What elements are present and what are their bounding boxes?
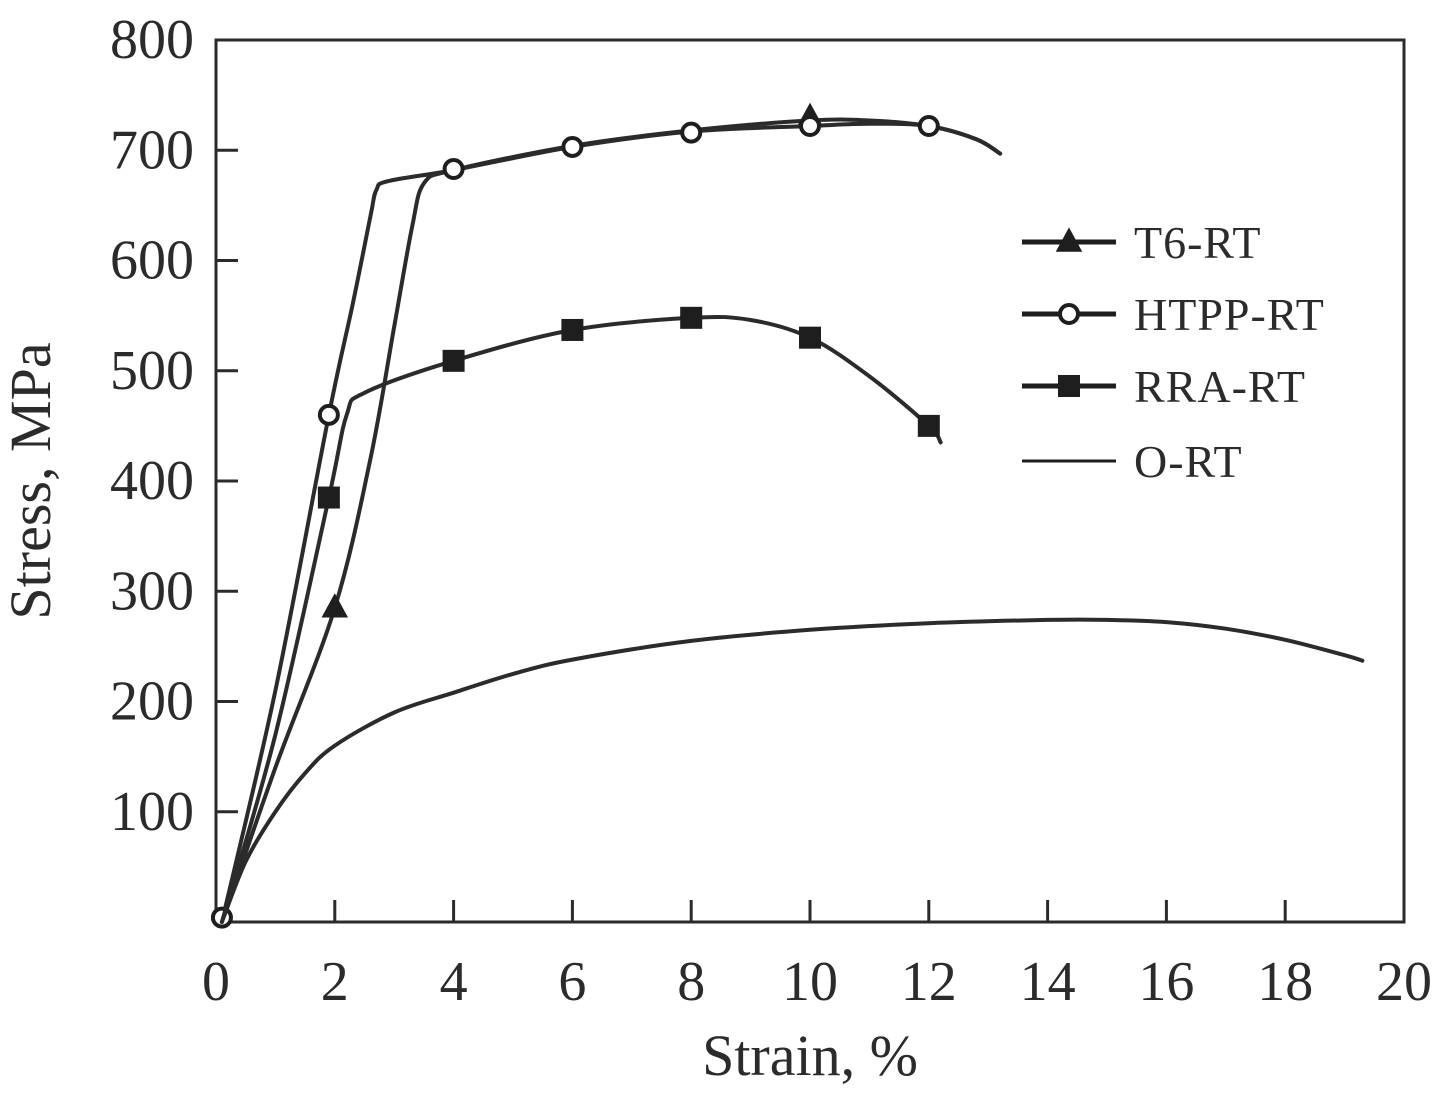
y-axis-title: Stress, MPa	[0, 342, 63, 619]
x-tick-label: 10	[782, 951, 838, 1013]
point-rra-rt	[561, 318, 584, 341]
x-tick-label: 0	[202, 951, 230, 1013]
point-htpp-rt	[799, 114, 821, 137]
x-tick-label: 12	[901, 951, 957, 1013]
point-rra-rt	[317, 486, 340, 509]
legend-label-t6-rt: T6-RT	[1134, 217, 1261, 268]
x-tick-label: 2	[321, 951, 349, 1013]
legend: T6-RT HTPP-RT RRA-RT O-RT	[1022, 217, 1325, 487]
y-tick-label: 600	[110, 230, 194, 292]
series-line-t6-rt	[219, 117, 1003, 924]
point-htpp-rt	[680, 121, 703, 144]
series-line-htpp-rt	[219, 121, 1003, 924]
point-htpp-rt	[917, 114, 940, 137]
y-tick-label: 400	[110, 450, 194, 512]
legend-label-rra-rt: RRA-RT	[1134, 361, 1306, 412]
point-htpp-rt	[317, 403, 340, 426]
x-tick-label: 4	[440, 951, 468, 1013]
x-tick-label: 8	[677, 951, 705, 1013]
y-tick-label: 500	[110, 340, 194, 402]
x-tick-label: 14	[1020, 951, 1076, 1013]
point-rra-rt	[799, 326, 821, 349]
point-rra-rt	[680, 306, 703, 329]
y-tick-label: 100	[110, 781, 194, 843]
y-tick-label: 200	[110, 671, 194, 733]
point-rra-rt	[917, 414, 940, 437]
legend-label-htpp-rt: HTPP-RT	[1134, 289, 1325, 340]
x-tick-label: 20	[1376, 951, 1432, 1013]
legend-marker-rra-rt	[1058, 375, 1080, 397]
x-tick-label: 16	[1138, 951, 1194, 1013]
x-tick-label: 6	[558, 951, 586, 1013]
series-line-rra-rt	[219, 314, 943, 924]
x-axis: 0 2 4 6 8 10 12 14 16 18 20	[202, 900, 1432, 1013]
y-axis: 100 200 300 400 500 600 700 800	[110, 9, 238, 843]
legend-marker-t6-rt	[1055, 227, 1083, 252]
legend-marker-htpp-rt	[1058, 303, 1080, 325]
y-tick-label: 700	[110, 119, 194, 181]
point-t6-rt	[321, 593, 349, 618]
y-tick-label: 800	[110, 9, 194, 71]
y-tick-label: 300	[110, 560, 194, 622]
plot-area	[210, 102, 1365, 929]
legend-label-o-rt: O-RT	[1134, 436, 1243, 487]
point-htpp-rt	[561, 135, 584, 158]
point-rra-rt	[442, 349, 465, 372]
x-axis-title: Strain, %	[702, 1023, 918, 1088]
point-htpp-rt	[442, 157, 465, 180]
series-line-o-rt	[219, 617, 1365, 924]
x-tick-label: 18	[1257, 951, 1313, 1013]
